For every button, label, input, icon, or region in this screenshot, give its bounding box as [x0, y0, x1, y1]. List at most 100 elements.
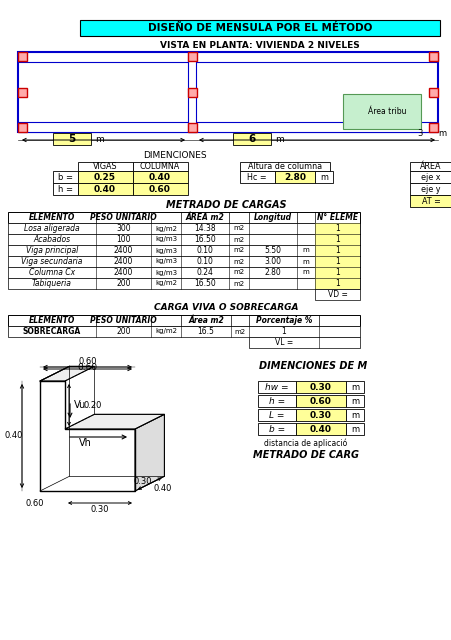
Text: ÁREA m2: ÁREA m2 [185, 213, 224, 222]
Bar [345, 409, 363, 421]
Text: CARGA VIVA O SOBRECARGA: CARGA VIVA O SOBRECARGA [153, 303, 298, 312]
Text: eje y: eje y [420, 184, 440, 193]
Bar [18, 52, 437, 132]
Bar [314, 289, 359, 300]
Text: m2: m2 [233, 269, 244, 275]
Bar [18, 122, 437, 132]
Text: 0.40: 0.40 [5, 431, 23, 440]
Text: 1: 1 [334, 279, 339, 288]
Text: m2: m2 [233, 280, 244, 287]
Text: kg/m3: kg/m3 [155, 259, 177, 264]
Text: 0.20: 0.20 [84, 401, 102, 410]
Text: kg/m3: kg/m3 [155, 248, 177, 253]
Text: 5: 5 [68, 134, 75, 144]
Bar [133, 171, 188, 183]
Text: m: m [275, 134, 284, 143]
Text: h =: h = [58, 184, 74, 193]
Text: Columna Cx: Columna Cx [29, 268, 75, 277]
Text: 0.60: 0.60 [26, 499, 44, 508]
Text: b =: b = [268, 424, 285, 433]
Text: Viga principal: Viga principal [26, 246, 78, 255]
Text: 0.60: 0.60 [77, 362, 97, 371]
Bar [428, 88, 437, 97]
Text: VL =: VL = [274, 338, 293, 347]
Text: eje x: eje x [420, 173, 440, 182]
Bar [249, 337, 359, 348]
Bar [295, 409, 345, 421]
Text: 2.80: 2.80 [264, 268, 281, 277]
Text: ELEMENTO: ELEMENTO [29, 316, 75, 325]
Bar [428, 123, 437, 132]
Bar [314, 223, 359, 234]
Bar [409, 162, 451, 171]
Text: 0.30: 0.30 [309, 383, 331, 392]
Text: Vu: Vu [74, 400, 86, 410]
Text: 200: 200 [116, 279, 130, 288]
Text: m: m [302, 259, 308, 264]
Text: 0.10: 0.10 [196, 257, 213, 266]
Bar [8, 234, 359, 245]
Text: Viga secundaria: Viga secundaria [21, 257, 83, 266]
Bar [232, 133, 271, 145]
Bar [8, 245, 359, 256]
Bar [80, 20, 439, 36]
Text: m: m [350, 383, 358, 392]
Text: 2400: 2400 [114, 257, 133, 266]
Bar [295, 381, 345, 393]
Text: hw =: hw = [265, 383, 288, 392]
Text: VIGAS: VIGAS [92, 162, 117, 171]
Text: 300: 300 [116, 224, 130, 233]
Text: 0.24: 0.24 [196, 268, 213, 277]
Text: DISEÑO DE MENSULA POR EL MÉTODO: DISEÑO DE MENSULA POR EL MÉTODO [147, 23, 371, 33]
Bar [314, 245, 359, 256]
Text: m: m [350, 410, 358, 419]
Text: m2: m2 [234, 328, 245, 335]
Text: 0.30: 0.30 [133, 477, 152, 486]
Text: kg/m2: kg/m2 [155, 328, 177, 335]
Bar [78, 171, 133, 183]
Bar [345, 381, 363, 393]
Bar [8, 315, 359, 326]
Text: AT =: AT = [421, 196, 439, 205]
Bar [53, 183, 78, 195]
Bar [18, 52, 27, 61]
Polygon shape [40, 366, 94, 381]
Text: 1: 1 [334, 224, 339, 233]
Text: Área m2: Área m2 [188, 316, 223, 325]
Text: Losa aligerada: Losa aligerada [24, 224, 80, 233]
Bar [8, 278, 359, 289]
Text: 6: 6 [248, 134, 255, 144]
Text: m: m [437, 129, 445, 138]
Text: 5.50: 5.50 [264, 246, 281, 255]
Text: 2400: 2400 [114, 246, 133, 255]
Text: 0.40: 0.40 [94, 184, 116, 193]
Bar [188, 88, 197, 97]
Bar [428, 52, 437, 61]
Text: kg/m2: kg/m2 [155, 280, 177, 287]
Text: DIMENCIONES DE M: DIMENCIONES DE M [258, 361, 366, 371]
Bar [188, 52, 196, 132]
Bar [8, 256, 359, 267]
Text: 0.60: 0.60 [149, 184, 170, 193]
Text: 14.38: 14.38 [194, 224, 215, 233]
Text: 0.60: 0.60 [309, 397, 331, 406]
Bar [314, 171, 332, 183]
Text: 0.40: 0.40 [153, 484, 171, 493]
Text: 100: 100 [116, 235, 130, 244]
Text: 1: 1 [334, 235, 339, 244]
Bar [345, 395, 363, 407]
Text: h =: h = [268, 397, 285, 406]
Bar [133, 183, 188, 195]
Text: Longitud: Longitud [253, 213, 291, 222]
Bar [8, 212, 359, 223]
Text: m: m [350, 397, 358, 406]
Text: Porcentaje %: Porcentaje % [255, 316, 312, 325]
Text: VD =: VD = [327, 290, 347, 299]
Bar [342, 94, 420, 129]
Text: 1: 1 [334, 268, 339, 277]
Text: kg/m3: kg/m3 [155, 269, 177, 275]
Text: 1: 1 [281, 327, 286, 336]
Text: METRADO DE CARGAS: METRADO DE CARGAS [166, 200, 285, 210]
Text: 16.5: 16.5 [197, 327, 214, 336]
Bar [8, 267, 359, 278]
